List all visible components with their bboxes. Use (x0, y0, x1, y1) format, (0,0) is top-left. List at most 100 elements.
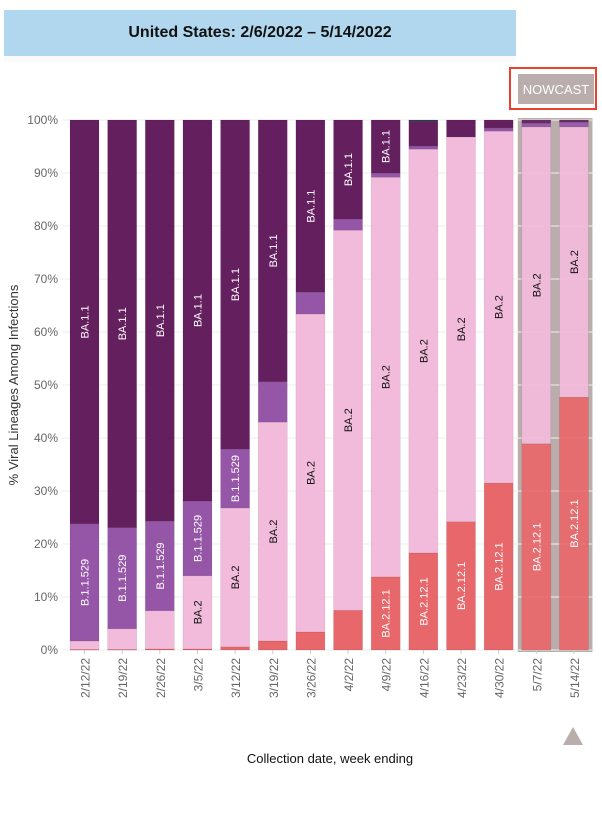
bar-stack[interactable]: BA.2.12.1 BA.2 (408, 119, 439, 651)
bar-stack[interactable]: B.1.1.529 BA.1.1 (69, 119, 100, 651)
bar-segment-b-1-1-529[interactable] (145, 520, 175, 612)
segment-label: BA.2.12.1 (381, 589, 393, 637)
bar-segment-b-1-1-529[interactable] (220, 448, 250, 509)
bar-segment-ba-2-12-1[interactable] (446, 521, 476, 651)
segment-label: BA.1.1 (305, 190, 317, 223)
segment-label: B.1.1.529 (117, 555, 129, 602)
segment-label: BA.1.1 (192, 294, 204, 327)
bar-segment-b-1-1-529[interactable] (408, 145, 439, 150)
bar-segment-ba-2[interactable] (483, 130, 514, 484)
bar-segment-ba-2[interactable] (446, 136, 476, 522)
bar-segment-ba-2[interactable] (258, 421, 288, 642)
x-tick-label: 2/12/22 (79, 658, 93, 698)
bar-segment-ba-2-12-1[interactable] (295, 631, 326, 651)
bar-segment-ba-2[interactable] (333, 229, 363, 611)
bar-segment-ba-1-1[interactable] (483, 119, 514, 129)
bar-segment-ba-1-1[interactable] (333, 119, 363, 220)
bar-segment-b-1-1-529[interactable] (521, 122, 552, 128)
bar-segment-ba-2[interactable] (295, 313, 326, 633)
bar-segment-ba-2-12-1[interactable] (258, 640, 288, 651)
bar-segment-ba-2[interactable] (182, 575, 213, 650)
bar-segment-ba-2[interactable] (559, 126, 589, 398)
bar-segment-b-1-1-529[interactable] (258, 381, 288, 423)
bar-stack[interactable]: BA.2 BA.1.1 (258, 119, 288, 651)
bar-segment-ba-1-1[interactable] (145, 119, 175, 522)
bar-segment-ba-2-12-1[interactable] (408, 552, 439, 651)
y-tick-label: 20% (34, 537, 58, 551)
bar-segment-ba-2[interactable] (69, 640, 100, 650)
bar-segment-b-1-1-529[interactable] (333, 218, 363, 231)
bar-segment-ba-2-12-1[interactable] (483, 482, 514, 651)
bar-segment-ba-1-1[interactable] (446, 119, 476, 138)
bar-segment-ba-1-1[interactable] (107, 119, 137, 528)
x-axis-label: Collection date, week ending (247, 751, 413, 766)
x-tick-label: 4/16/22 (417, 658, 431, 698)
bar-segment-ba-2-12-1[interactable] (220, 646, 250, 651)
y-tick-label: 40% (34, 431, 58, 445)
bar-segment-b-1-1-529[interactable] (295, 292, 326, 315)
bar-stack[interactable]: BA.2.12.1 BA.2 BA.1.1 (370, 119, 401, 651)
bar-segment-ba-2[interactable] (220, 507, 250, 648)
bar-stack[interactable]: BA.2 B.1.1.529 BA.1.1 (182, 119, 213, 651)
x-tick-label: 2/19/22 (116, 658, 130, 698)
bar-segment-ba-1-1[interactable] (258, 119, 288, 383)
segment-label: BA.1.1 (268, 234, 280, 267)
bar-segment-b-1-1-529[interactable] (370, 172, 401, 178)
triangle-up-icon[interactable] (563, 727, 583, 745)
nowcast-button[interactable]: NOWCAST (518, 74, 594, 104)
bar-stack[interactable]: B.1.1.529 BA.1.1 (145, 119, 175, 651)
bar-segment-ba-2[interactable] (521, 126, 552, 445)
bar-segment-ba-2-12-1[interactable] (521, 443, 552, 651)
segment-label: BA.2 (531, 273, 543, 297)
bar-stack[interactable]: BA.2 BA.1.1 (333, 119, 363, 651)
bar-segment-ba-2[interactable] (370, 176, 401, 578)
segment-label: BA.2 (456, 317, 468, 341)
segment-label: BA.2 (569, 250, 581, 274)
bar-stack[interactable]: BA.2.12.1 BA.2 (483, 119, 514, 651)
bar-segment-b-1-1-529[interactable] (107, 527, 137, 630)
bar-segment-ba-2[interactable] (107, 628, 137, 650)
bar-segment-b-1-1-529[interactable] (182, 500, 213, 577)
y-tick-label: 80% (34, 219, 58, 233)
bar-stack[interactable]: BA.2.12.1 BA.2 (446, 119, 476, 651)
segment-label: BA.2 (192, 600, 204, 624)
segment-label: B.1.1.529 (80, 559, 92, 606)
bar-stack[interactable]: BA.2.12.1 BA.2 (559, 119, 589, 651)
y-tick-label: 90% (34, 166, 58, 180)
bar-stack[interactable]: BA.2 B.1.1.529 BA.1.1 (220, 119, 250, 651)
bar-segment-ba-1-1[interactable] (408, 120, 439, 147)
bar-stack[interactable]: BA.2.12.1 BA.2 (521, 119, 552, 651)
y-tick-label: 70% (34, 272, 58, 286)
bar-segment-ba-1-1[interactable] (370, 119, 401, 174)
bar-segment-ba-1-1[interactable] (521, 119, 552, 124)
segment-label: B.1.1.529 (230, 455, 242, 502)
bar-segment-ba-1-1[interactable] (295, 119, 326, 293)
segment-label: B.1.1.529 (155, 542, 167, 589)
bar-segment-ba-2-12-1[interactable] (333, 610, 363, 651)
bar-segment-other[interactable] (408, 119, 439, 122)
segment-label: BA.2 (305, 461, 317, 485)
y-tick-label: 30% (34, 484, 58, 498)
chart-title: United States: 2/6/2022 – 5/14/2022 (128, 24, 392, 41)
segment-label: BA.2 (268, 520, 280, 544)
bar-segment-ba-2[interactable] (145, 610, 175, 650)
bar-stack[interactable]: B.1.1.529 BA.1.1 (107, 119, 137, 651)
bar-segment-ba-1-1[interactable] (182, 119, 213, 502)
bar-segment-ba-1-1[interactable] (220, 119, 250, 450)
segment-label: BA.2.12.1 (494, 542, 506, 590)
x-tick-label: 2/26/22 (154, 658, 168, 698)
x-tick-label: 3/19/22 (267, 658, 281, 698)
bar-segment-ba-2-12-1[interactable] (370, 576, 401, 651)
bar-segment-ba-1-1[interactable] (559, 119, 589, 123)
bar-segment-b-1-1-529[interactable] (483, 127, 514, 132)
segment-label: BA.2 (494, 295, 506, 319)
bar-segment-b-1-1-529[interactable] (69, 523, 100, 642)
bar-segment-b-1-1-529[interactable] (559, 121, 589, 128)
x-tick-label: 4/2/22 (342, 658, 356, 692)
bar-segment-ba-2[interactable] (408, 148, 439, 554)
bar-segment-ba-1-1[interactable] (69, 119, 100, 525)
y-tick-label: 10% (34, 590, 58, 604)
x-tick-label: 3/12/22 (229, 658, 243, 698)
bar-stack[interactable]: BA.2 BA.1.1 (295, 119, 326, 651)
